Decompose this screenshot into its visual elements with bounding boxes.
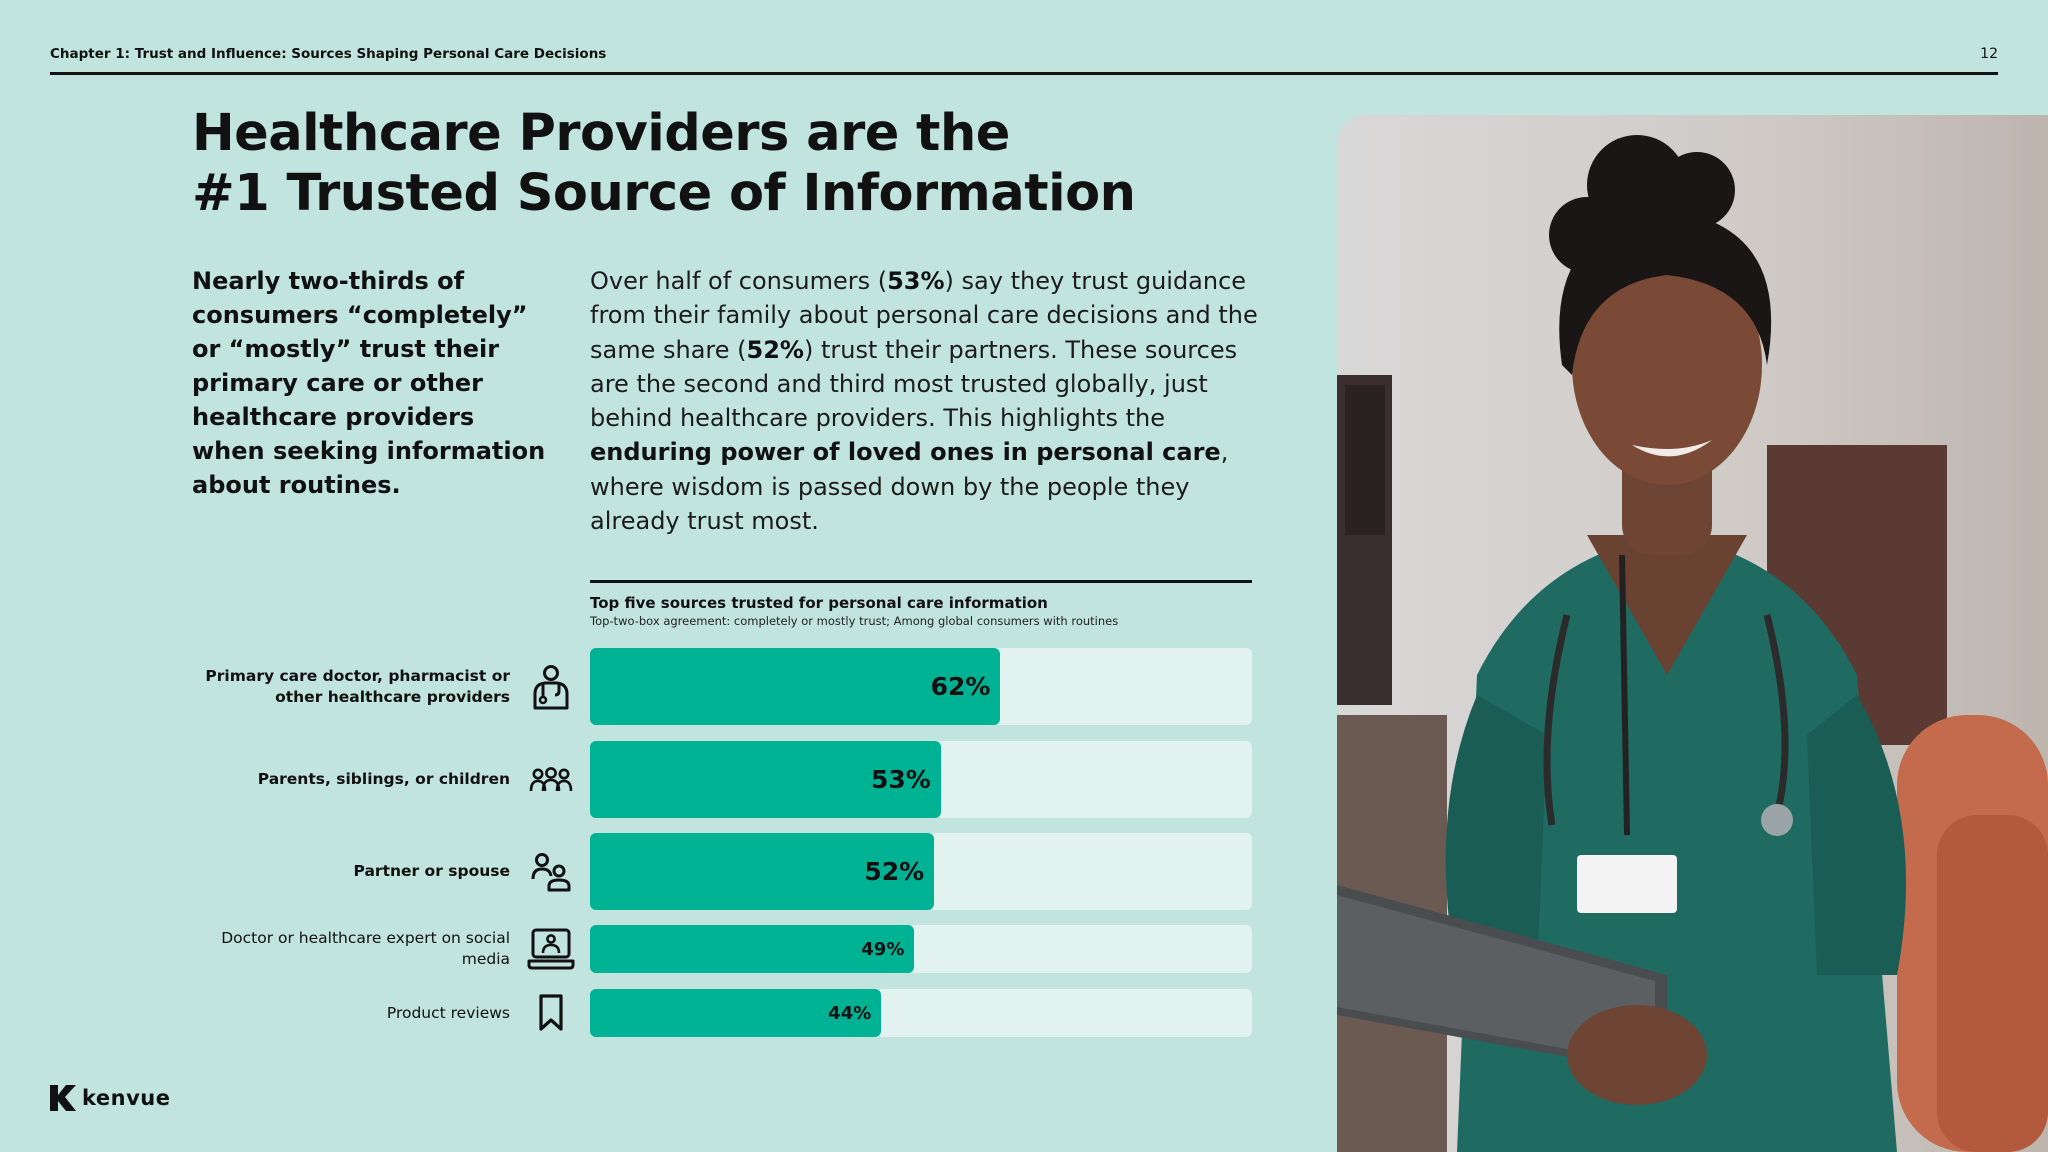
doctor-photo-illustration (1337, 115, 2048, 1152)
bar: 52% (590, 833, 935, 910)
body-emphasis: enduring power of loved ones in personal… (590, 438, 1221, 467)
bar-track: 44% (590, 989, 1252, 1037)
bar-track: 62% (590, 648, 1252, 725)
bookmark-icon (526, 989, 576, 1037)
bar-track: 52% (590, 833, 1252, 910)
bar: 44% (590, 989, 882, 1037)
chapter-title: Chapter 1: Trust and Influence: Sources … (50, 46, 607, 62)
body-text-segment: ) say they trust guidance from their fam… (590, 267, 1258, 364)
bar-value-label: 49% (861, 938, 905, 960)
bar-track: 49% (590, 925, 1252, 973)
chart-title: Top five sources trusted for personal ca… (590, 594, 1048, 612)
bar-category-label: Primary care doctor, pharmacist or other… (205, 666, 510, 706)
body-text-segment: ) trust their partners. These sources ar… (590, 335, 1238, 433)
chart-divider (590, 580, 1252, 583)
page-header: Chapter 1: Trust and Influence: Sources … (50, 44, 1998, 75)
bar: 62% (590, 648, 1001, 725)
body-emphasis: 53% (887, 267, 945, 295)
doctor-photo (1337, 115, 2048, 1152)
body-emphasis: 52% (746, 335, 804, 364)
chart-subtitle: Top-two-box agreement: completely or mos… (590, 614, 1119, 628)
bar-track: 53% (590, 741, 1252, 818)
bar-category-label: Product reviews (386, 1003, 510, 1022)
bar-value-label: 44% (828, 1002, 872, 1024)
kenvue-logo: kenvue (50, 1085, 170, 1111)
bar: 53% (590, 741, 941, 818)
kenvue-k-icon (50, 1085, 76, 1111)
title-line-2: #1 Trusted Source of Information (192, 164, 1136, 223)
doctor-icon (526, 648, 576, 725)
body-text-segment: , where wisdom is passed down by the peo… (590, 438, 1229, 536)
bar: 49% (590, 925, 915, 973)
bar-value-label: 62% (930, 672, 991, 701)
bar-category-label: Parents, siblings, or children (257, 770, 510, 788)
family-group-icon (526, 741, 576, 818)
bar-value-label: 52% (864, 857, 925, 886)
bar-value-label: 53% (871, 765, 931, 794)
lead-paragraph: Nearly two-thirds of consumers “complete… (192, 267, 546, 499)
page-title: Healthcare Providers are the #1 Trusted … (192, 104, 1136, 224)
laptop-doctor-icon (526, 925, 576, 973)
partner-couple-icon (526, 833, 576, 910)
body-text-segment: Over half of consumers ( (590, 267, 888, 295)
body-paragraph: Over half of consumers (53%) say they tr… (590, 264, 1260, 538)
bar-category-label: Partner or spouse (353, 862, 510, 880)
kenvue-wordmark: kenvue (82, 1086, 171, 1110)
title-line-1: Healthcare Providers are the (192, 104, 1010, 163)
page-number: 12 (1980, 46, 1998, 62)
bar-category-label: Doctor or healthcare expert on social me… (221, 929, 510, 968)
